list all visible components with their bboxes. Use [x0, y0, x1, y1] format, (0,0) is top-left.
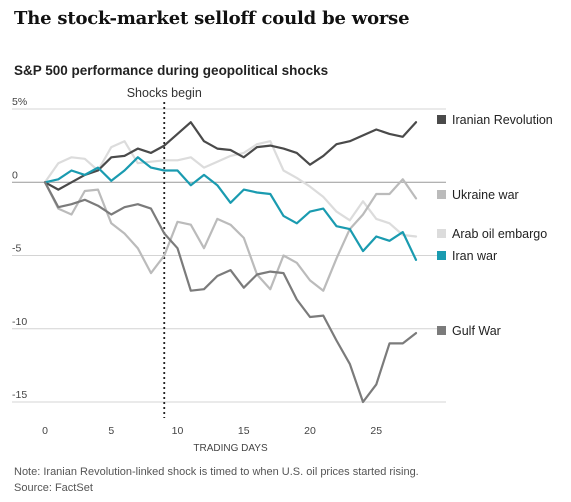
y-tick-label: -15 [12, 389, 27, 401]
x-axis-ticks: 0 5 10 15 20 25 [42, 425, 382, 437]
series-lines [43, 121, 418, 404]
chart-title: S&P 500 performance during geopolitical … [14, 63, 329, 78]
line-chart: 5% 0 -5 -10 -15 0 5 10 15 20 25 Shocks begin Arab… [12, 86, 553, 454]
y-tick-label: 5% [12, 96, 27, 108]
source-text: Source: FactSet [14, 482, 93, 494]
legend-swatch [437, 326, 446, 335]
series-line-gulf-war [43, 181, 418, 404]
gridlines [12, 108, 446, 403]
y-tick-label: -5 [12, 243, 21, 255]
x-tick-label: 0 [42, 425, 48, 437]
legend-label: Iran war [452, 249, 497, 263]
shocks-begin-label: Shocks begin [127, 86, 202, 100]
legend-label: Ukraine war [452, 188, 519, 202]
legend-label: Gulf War [452, 324, 501, 338]
legend-label: Arab oil embargo [452, 227, 547, 241]
y-axis-ticks: 5% 0 -5 -10 -15 [12, 96, 27, 401]
series-line-arab-oil-embargo [43, 140, 418, 238]
footnote: Note: Iranian Revolution-linked shock is… [14, 464, 419, 496]
legend-swatch [437, 115, 446, 124]
note-text: Note: Iranian Revolution-linked shock is… [14, 466, 419, 478]
legend-swatch [437, 229, 446, 238]
series-line-iranian-revolution [43, 121, 418, 191]
series-line-ukraine-war [43, 178, 418, 292]
x-tick-label: 15 [238, 425, 250, 437]
y-tick-label: 0 [12, 169, 18, 181]
legend-swatch [437, 190, 446, 199]
legend: Arab oil embargo Ukraine war Iranian Revol… [437, 113, 553, 338]
x-axis-label: TRADING DAYS [193, 443, 268, 454]
legend-label: Iranian Revolution [452, 113, 553, 127]
x-tick-label: 5 [108, 425, 114, 437]
x-tick-label: 20 [304, 425, 316, 437]
series-line-iran-war [43, 156, 418, 261]
x-tick-label: 25 [370, 425, 382, 437]
legend-swatch [437, 251, 446, 260]
x-tick-label: 10 [172, 425, 184, 437]
headline: The stock-market selloff could be worse [14, 8, 410, 29]
y-tick-label: -10 [12, 316, 27, 328]
